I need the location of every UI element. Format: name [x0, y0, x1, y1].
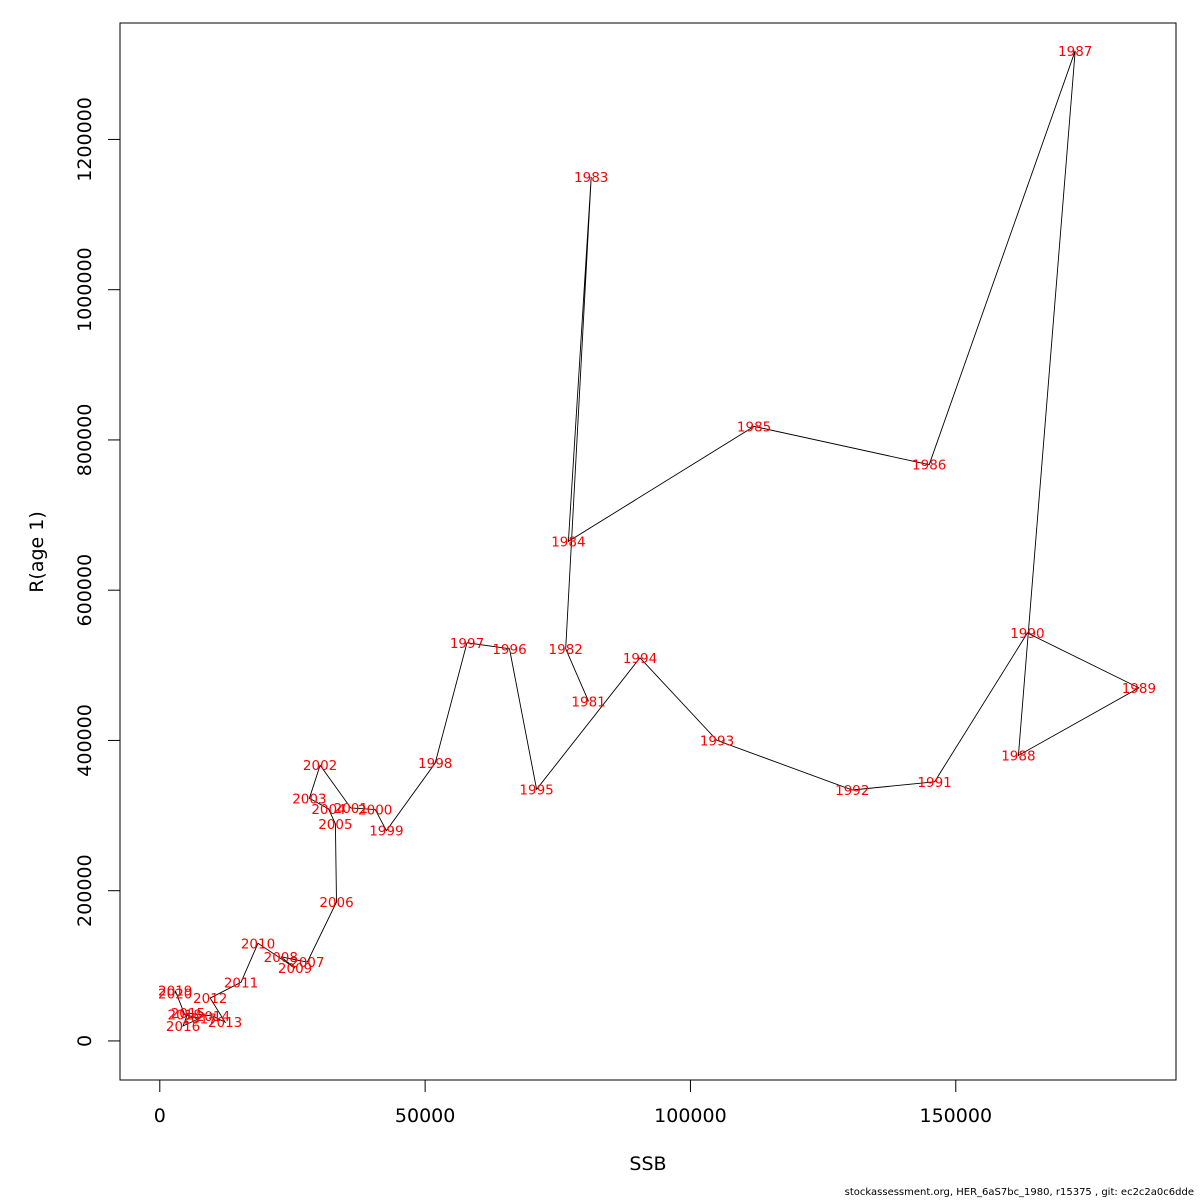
- point-label-2004: 2004: [311, 802, 345, 818]
- y-tick-label: 0: [74, 1035, 96, 1047]
- point-label-2018: 2018: [168, 1008, 202, 1024]
- point-label-2011: 2011: [224, 975, 258, 991]
- x-tick-label: 50000: [395, 1105, 455, 1127]
- point-label-2000: 2000: [358, 803, 392, 819]
- point-label-1986: 1986: [912, 458, 946, 474]
- y-axis-title: R(age 1): [26, 511, 48, 593]
- point-label-2002: 2002: [303, 758, 337, 774]
- point-labels: 1981 1982 1983 1984 1985 1986 1987 1988 1989 1990…: [158, 44, 1156, 1035]
- y-tick-label: 1200000: [74, 97, 96, 182]
- y-tick-label: 1000000: [74, 247, 96, 332]
- point-label-1999: 1999: [369, 824, 403, 840]
- y-tick-label: 600000: [74, 554, 96, 627]
- point-label-1987: 1987: [1058, 44, 1092, 60]
- y-tick-label: 800000: [74, 404, 96, 477]
- point-label-2010: 2010: [241, 936, 275, 952]
- point-label-1989: 1989: [1122, 681, 1156, 697]
- point-label-2001: 2001: [334, 801, 368, 817]
- point-label-2019: 2019: [158, 984, 192, 1000]
- point-label-1982: 1982: [549, 642, 583, 658]
- point-label-2012: 2012: [193, 991, 227, 1007]
- y-axis: 0 200000 400000 600000 800000 1000000 1200000: [74, 97, 121, 1047]
- point-label-1993: 1993: [700, 733, 734, 749]
- point-label-1998: 1998: [418, 756, 452, 772]
- x-axis: 0 50000 100000 150000: [154, 1079, 993, 1127]
- point-label-2013: 2013: [208, 1015, 242, 1031]
- point-label-2006: 2006: [319, 895, 353, 911]
- point-label-1991: 1991: [917, 775, 951, 791]
- point-label-1985: 1985: [737, 419, 771, 435]
- point-label-2020: 2020: [158, 987, 192, 1003]
- point-label-1984: 1984: [551, 534, 585, 550]
- x-tick-label: 100000: [654, 1105, 727, 1127]
- point-label-1995: 1995: [519, 782, 553, 798]
- point-label-2008: 2008: [264, 950, 298, 966]
- x-tick-label: 0: [154, 1105, 166, 1127]
- point-label-2007: 2007: [290, 955, 324, 971]
- point-label-1983: 1983: [574, 170, 608, 186]
- point-label-2015: 2015: [171, 1006, 205, 1022]
- footer-credit: stockassessment.org, HER_6aS7bc_1980, r1…: [844, 1187, 1194, 1198]
- y-tick-label: 200000: [74, 854, 96, 927]
- x-tick-label: 150000: [920, 1105, 993, 1127]
- plot-frame: [119, 22, 1177, 1081]
- point-label-1988: 1988: [1001, 749, 1035, 765]
- point-label-1992: 1992: [835, 783, 869, 799]
- point-label-2016: 2016: [166, 1019, 200, 1035]
- y-tick-label: 400000: [74, 704, 96, 777]
- series-line: [174, 50, 1140, 1027]
- point-label-1996: 1996: [492, 642, 526, 658]
- point-label-2014: 2014: [196, 1009, 230, 1025]
- point-label-1994: 1994: [623, 651, 657, 667]
- point-label-2005: 2005: [318, 817, 352, 833]
- point-label-2017: 2017: [182, 1011, 216, 1027]
- point-label-1997: 1997: [450, 636, 484, 652]
- point-label-2009: 2009: [278, 961, 312, 977]
- point-label-2003: 2003: [292, 791, 326, 807]
- point-label-1990: 1990: [1010, 626, 1044, 642]
- x-axis-title: SSB: [629, 1153, 666, 1175]
- point-label-1981: 1981: [571, 694, 605, 710]
